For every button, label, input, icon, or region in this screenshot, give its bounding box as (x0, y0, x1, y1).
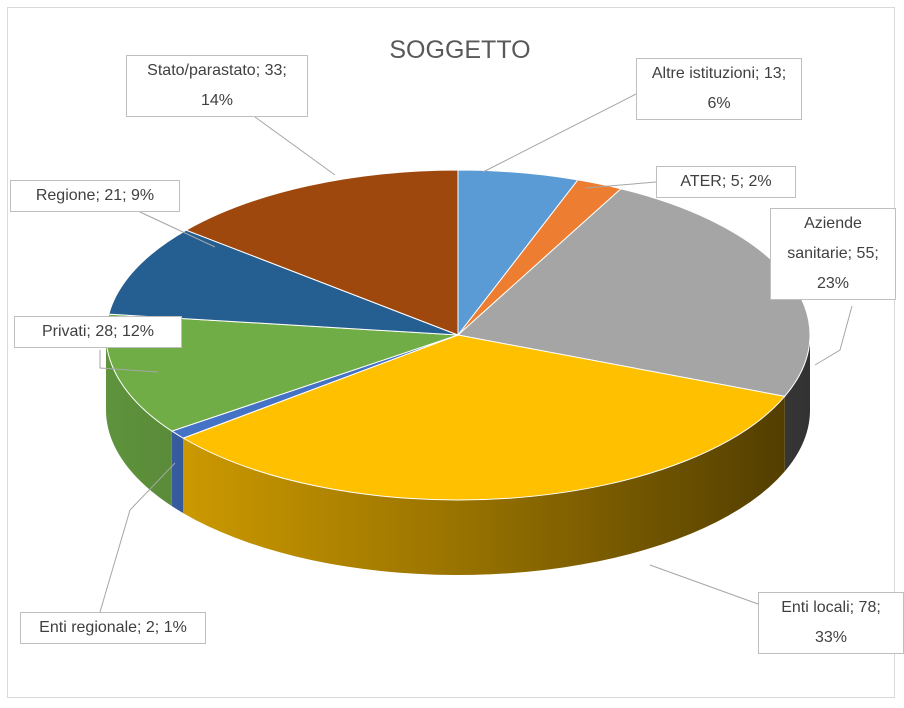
leader-line (99, 462, 176, 613)
data-label: Altre istituzioni; 13; 6% (636, 58, 802, 120)
chart-frame (7, 7, 895, 698)
leader-line (99, 350, 159, 373)
slice-side (784, 335, 810, 472)
data-label: Enti locali; 78; 33% (758, 592, 904, 654)
data-label: Stato/parastato; 33; 14% (126, 55, 308, 117)
slice-side (183, 396, 785, 575)
leader-line (254, 116, 336, 176)
leader-line (139, 211, 216, 248)
slice (108, 229, 459, 336)
leader-line (584, 181, 657, 189)
slice-side (106, 335, 172, 507)
data-label: Regione; 21; 9% (10, 180, 180, 212)
slice (182, 334, 786, 501)
slice (185, 169, 459, 336)
data-label: Privati; 28; 12% (14, 316, 182, 348)
leader-line (482, 91, 641, 173)
leader-line (649, 564, 759, 605)
chart-title: SOGGETTO (389, 36, 530, 64)
data-label: Enti regionale; 2; 1% (20, 612, 206, 644)
data-label: Aziende sanitarie; 55; 23% (770, 208, 896, 300)
slice-side (171, 431, 184, 514)
leader-line (814, 305, 853, 366)
data-label: ATER; 5; 2% (656, 166, 796, 198)
